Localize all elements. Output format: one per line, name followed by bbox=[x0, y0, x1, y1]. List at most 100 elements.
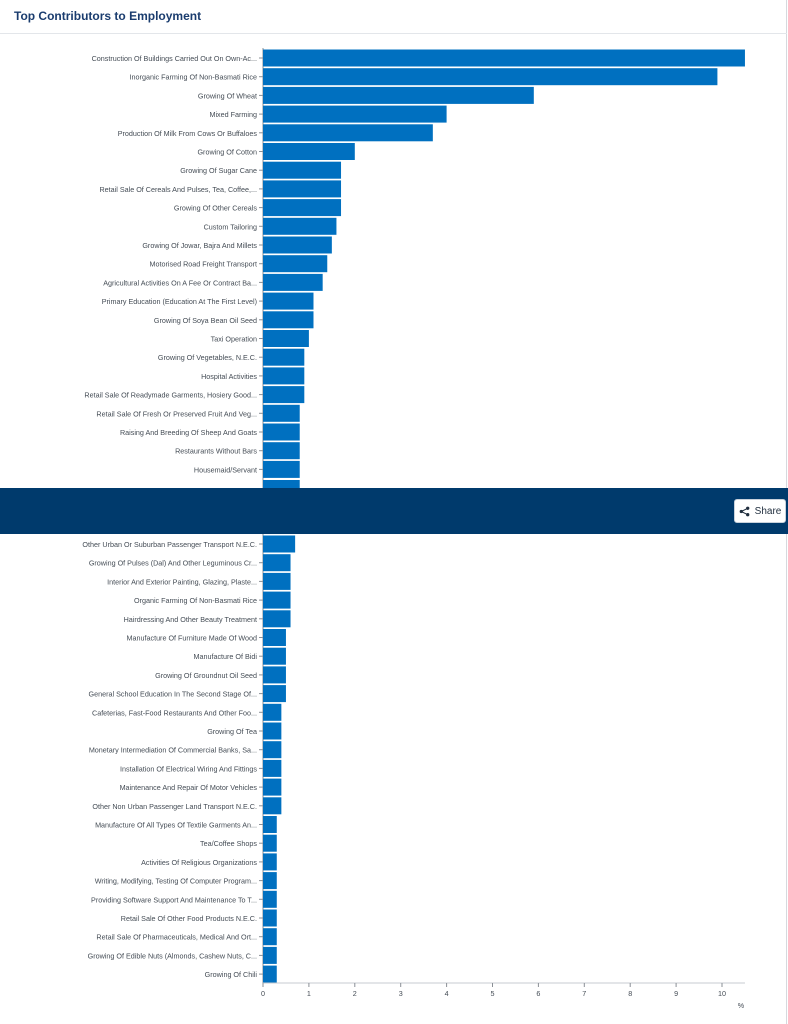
x-tick-label: 0 bbox=[261, 989, 265, 998]
bottom-bar bbox=[263, 834, 277, 852]
top-label: Growing Of Soya Bean Oil Seed bbox=[154, 316, 257, 325]
top-label: Motorised Road Freight Transport bbox=[150, 260, 257, 269]
chart-title: Top Contributors to Employment bbox=[14, 9, 202, 23]
bottom-label: Retail Sale Of Other Food Products N.E.C… bbox=[121, 914, 257, 923]
top-bar bbox=[263, 124, 433, 142]
bottom-label: Installation Of Electrical Wiring And Fi… bbox=[120, 764, 257, 773]
top-bar bbox=[263, 330, 309, 347]
bottom-label: Cafeterias, Fast-Food Restaurants And Ot… bbox=[92, 708, 257, 717]
partial-bar bbox=[263, 480, 300, 488]
top-bar bbox=[263, 423, 300, 441]
top-label: Retail Sale Of Fresh Or Preserved Fruit … bbox=[96, 409, 257, 418]
bottom-label: Other Urban Or Suburban Passenger Transp… bbox=[82, 540, 257, 549]
x-tick-label: 8 bbox=[628, 989, 632, 998]
top-bar bbox=[263, 143, 355, 160]
bottom-bar bbox=[263, 572, 291, 590]
bottom-bar bbox=[263, 722, 282, 740]
top-label: Growing Of Vegetables, N.E.C. bbox=[158, 353, 257, 362]
bottom-bar bbox=[263, 741, 282, 759]
bottom-label: Growing Of Groundnut Oil Seed bbox=[155, 671, 257, 680]
x-tick-label: 3 bbox=[399, 989, 403, 998]
bottom-label: Manufacture Of All Types Of Textile Garm… bbox=[95, 821, 257, 830]
bottom-bar bbox=[263, 685, 286, 703]
top-bar bbox=[263, 49, 745, 67]
bottom-label: Tea/Coffee Shops bbox=[200, 839, 257, 848]
x-tick-label: 5 bbox=[491, 989, 495, 998]
bottom-label: Monetary Intermediation Of Commercial Ba… bbox=[89, 746, 257, 755]
top-bar bbox=[263, 199, 342, 217]
bottom-label: Manufacture Of Furniture Made Of Wood bbox=[127, 634, 258, 643]
x-tick-label: 9 bbox=[674, 989, 678, 998]
x-tick-label: 6 bbox=[536, 989, 540, 998]
bottom-label: Growing Of Pulses (Dal) And Other Legumi… bbox=[89, 559, 257, 568]
top-bar bbox=[263, 105, 447, 123]
top-label: Growing Of Jowar, Bajra And Millets bbox=[142, 241, 257, 250]
bottom-label: Maintenance And Repair Of Motor Vehicles bbox=[120, 783, 258, 792]
top-label: Growing Of Sugar Cane bbox=[180, 166, 257, 175]
bottom-label: Manufacture Of Bidi bbox=[193, 652, 257, 661]
bottom-bar bbox=[263, 759, 282, 777]
x-axis-title: % bbox=[738, 1001, 745, 1010]
top-bar bbox=[263, 404, 300, 422]
top-bar bbox=[263, 68, 718, 86]
bottom-bar bbox=[263, 797, 282, 815]
top-bar bbox=[263, 236, 332, 254]
top-bar bbox=[263, 180, 342, 198]
bottom-label: Activities Of Religious Organizations bbox=[141, 858, 257, 867]
bottom-bar bbox=[263, 816, 277, 833]
x-tick-label: 4 bbox=[445, 989, 449, 998]
bottom-bar bbox=[263, 890, 277, 908]
bottom-bar bbox=[263, 928, 277, 946]
top-label: Inorganic Farming Of Non-Basmati Rice bbox=[130, 73, 257, 82]
bottom-label: Interior And Exterior Painting, Glazing,… bbox=[107, 577, 257, 586]
bottom-label: Providing Software Support And Maintenan… bbox=[91, 895, 257, 904]
top-label: Growing Of Wheat bbox=[198, 91, 257, 100]
bottom-label: Writing, Modifying, Testing Of Computer … bbox=[95, 877, 257, 886]
bottom-bar bbox=[263, 591, 291, 609]
bottom-bar bbox=[263, 535, 296, 553]
bottom-label: Growing Of Edible Nuts (Almonds, Cashew … bbox=[88, 951, 257, 960]
bottom-label: Growing Of Chili bbox=[205, 970, 258, 979]
bottom-label: Other Non Urban Passenger Land Transport… bbox=[92, 802, 257, 811]
top-label: Primary Education (Education At The Firs… bbox=[102, 297, 257, 306]
top-label: Custom Tailoring bbox=[204, 222, 257, 231]
top-label: Restaurants Without Bars bbox=[175, 447, 257, 456]
top-label: Construction Of Buildings Carried Out On… bbox=[92, 54, 257, 63]
share-icon bbox=[739, 506, 750, 516]
bottom-bar bbox=[263, 965, 277, 983]
bottom-label: Organic Farming Of Non-Basmati Rice bbox=[134, 596, 257, 605]
top-label: Housemaid/Servant bbox=[194, 465, 257, 474]
bottom-bar bbox=[263, 666, 286, 684]
top-bar bbox=[263, 161, 342, 179]
bottom-label: Retail Sale Of Pharmaceuticals, Medical … bbox=[96, 933, 257, 942]
bottom-bar bbox=[263, 872, 277, 890]
bottom-label: Hairdressing And Other Beauty Treatment bbox=[124, 615, 257, 624]
x-tick-label: 2 bbox=[353, 989, 357, 998]
bottom-label: Growing Of Tea bbox=[207, 727, 257, 736]
top-label: Growing Of Other Cereals bbox=[174, 204, 257, 213]
bottom-bar bbox=[263, 610, 291, 628]
bottom-bar bbox=[263, 703, 282, 721]
x-tick-label: 7 bbox=[582, 989, 586, 998]
top-bar bbox=[263, 255, 328, 273]
top-bar bbox=[263, 442, 300, 460]
bottom-bar bbox=[263, 853, 277, 871]
top-bar bbox=[263, 367, 305, 385]
top-label: Production Of Milk From Cows Or Buffaloe… bbox=[118, 129, 258, 138]
overlay-banner bbox=[0, 488, 788, 534]
title-divider bbox=[0, 33, 787, 34]
top-bar bbox=[263, 386, 305, 404]
top-label: Raising And Breeding Of Sheep And Goats bbox=[120, 428, 257, 437]
share-button[interactable]: Share bbox=[734, 499, 786, 523]
x-tick-label: 1 bbox=[307, 989, 311, 998]
bottom-bar bbox=[263, 647, 286, 665]
bottom-bar bbox=[263, 554, 291, 572]
bottom-bar bbox=[263, 629, 286, 646]
top-label: Taxi Operation bbox=[211, 335, 257, 344]
bottom-bar bbox=[263, 778, 282, 796]
top-label: Growing Of Cotton bbox=[197, 148, 257, 157]
share-label: Share bbox=[754, 505, 782, 517]
top-bar bbox=[263, 273, 323, 291]
bottom-bar bbox=[263, 909, 277, 927]
